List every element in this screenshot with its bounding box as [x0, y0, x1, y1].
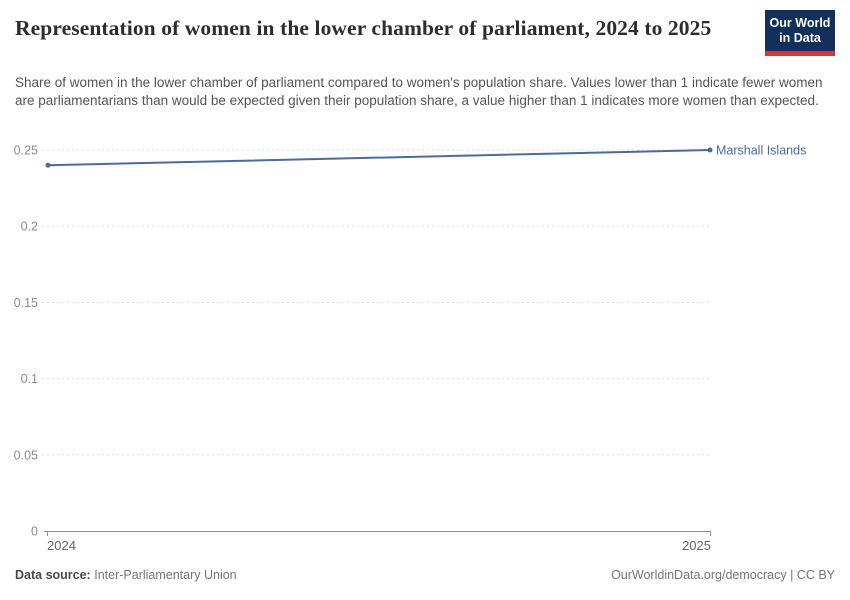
- chart-subtitle: Share of women in the lower chamber of p…: [15, 75, 823, 108]
- x-tick-label: 2025: [682, 538, 711, 553]
- x-tick-label: 2024: [47, 538, 76, 553]
- y-tick-label: 0.05: [14, 448, 38, 462]
- page-title: Representation of women in the lower cha…: [15, 16, 712, 40]
- data-point[interactable]: [707, 147, 713, 153]
- series-label[interactable]: Marshall Islands: [716, 144, 806, 158]
- data-line[interactable]: [47, 149, 711, 167]
- y-tick-label: 0: [31, 525, 38, 539]
- y-tick-label: 0.1: [21, 372, 38, 386]
- data-source-value[interactable]: Inter-Parliamentary Union: [94, 568, 237, 582]
- data-source: Data source: Inter-Parliamentary Union: [15, 568, 237, 582]
- data-point[interactable]: [45, 162, 51, 168]
- data-source-label: Data source:: [15, 568, 91, 582]
- credit-link[interactable]: OurWorldinData.org/democracy | CC BY: [611, 568, 835, 582]
- owid-logo[interactable]: Our World in Data: [765, 10, 835, 56]
- y-tick-label: 0.25: [14, 144, 38, 158]
- y-tick-label: 0.15: [14, 296, 38, 310]
- y-tick-label: 0.2: [21, 220, 38, 234]
- owid-logo-text: Our World in Data: [769, 16, 831, 45]
- chart-footer: Data source: Inter-Parliamentary Union O…: [15, 568, 835, 582]
- owid-logo-red-strip: [765, 51, 835, 56]
